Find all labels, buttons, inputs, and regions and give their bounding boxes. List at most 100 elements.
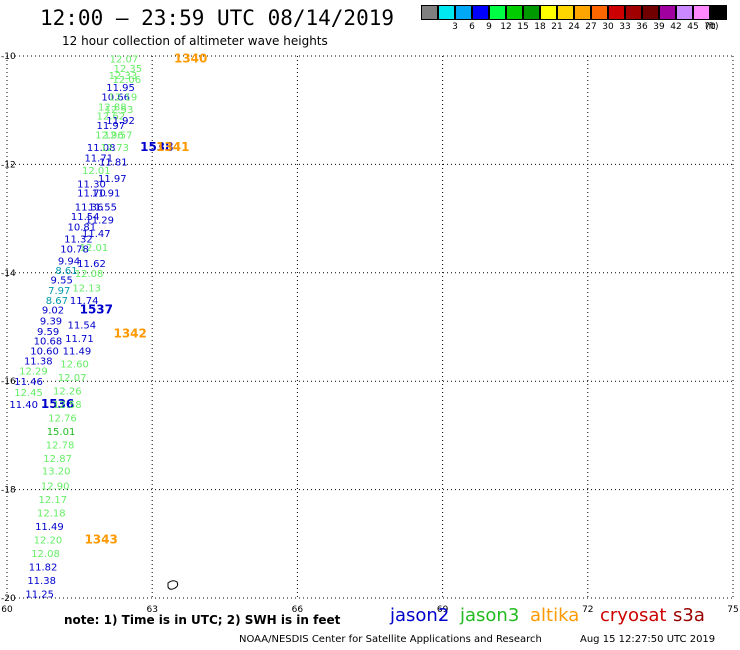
- legend-swatch: [557, 5, 574, 20]
- legend-swatch: [625, 5, 642, 20]
- wave-height-label: 11.92: [106, 116, 135, 127]
- wave-height-label: 12.08: [75, 269, 104, 280]
- legend-swatch: [540, 5, 557, 20]
- wave-height-label: 9.39: [40, 316, 62, 327]
- wave-height-label: 12.88: [98, 102, 127, 113]
- wave-height-label: 12.58: [53, 400, 82, 411]
- wave-height-label: 8.61: [55, 266, 77, 277]
- wave-height-label: 11.38: [27, 576, 56, 587]
- legend-swatch: [523, 5, 540, 20]
- wave-height-label: 12.13: [72, 283, 101, 294]
- wave-height-label: 12.62: [97, 112, 126, 123]
- legend-swatch: [642, 5, 659, 20]
- legend-swatch: [472, 5, 489, 20]
- wave-height-label: 10.60: [30, 346, 59, 357]
- wave-height-label: 11.71: [65, 334, 94, 345]
- pass-time-label: 1536: [41, 397, 74, 411]
- wave-height-label: 11.97: [98, 174, 127, 185]
- wave-height-label: 12.26: [53, 386, 82, 397]
- wave-height-label: 11.62: [77, 259, 106, 270]
- legend-swatch: [693, 5, 710, 20]
- wave-height-label: 10.68: [34, 337, 63, 348]
- wave-height-label: 12.90: [41, 481, 70, 492]
- wave-height-label: 12.29: [19, 366, 48, 377]
- legend-swatch: [455, 5, 472, 20]
- pass-time-label: 1341: [156, 140, 189, 154]
- wave-height-label: 9.02: [42, 306, 64, 317]
- legend-label: 6: [469, 22, 475, 32]
- wave-height-label: 12.60: [60, 359, 89, 370]
- wave-height-label: 11.40: [9, 400, 38, 411]
- wave-height-label: 11.91: [92, 189, 121, 200]
- legend-label: 33: [619, 22, 631, 32]
- wave-height-label: 11.71: [84, 153, 113, 164]
- y-tick-label: -16: [1, 377, 16, 387]
- sat-altika-label: altika: [530, 605, 580, 626]
- wave-height-label: 12.35: [113, 64, 142, 75]
- wave-height-label: 15.01: [47, 427, 76, 438]
- legend-label: 18: [534, 22, 546, 32]
- pass-time-label: 1343: [84, 532, 117, 546]
- wave-height-label: 12.96: [95, 131, 124, 142]
- y-tick-label: -10: [1, 52, 16, 62]
- pass-time-label: 1342: [113, 327, 146, 341]
- pass-time-label: 1538: [140, 140, 173, 154]
- footnote: note: 1) Time is in UTC; 2) SWH is in fe…: [64, 613, 341, 627]
- y-tick-label: -18: [1, 486, 16, 496]
- wave-height-label: 12.18: [37, 508, 66, 519]
- legend-swatch: [421, 5, 438, 20]
- pass-time-label: 1537: [80, 303, 113, 317]
- legend-swatch: [574, 5, 591, 20]
- wave-height-label: 9.59: [37, 327, 59, 338]
- legend-swatch: [506, 5, 523, 20]
- wave-height-label: 11.54: [68, 320, 97, 331]
- wave-height-label: 11.36: [75, 203, 104, 214]
- wave-height-label: 11.47: [82, 229, 111, 240]
- sat-cryosat-label: cryosat: [600, 605, 667, 626]
- wave-height-label: 12.01: [80, 243, 109, 254]
- y-tick-label: -14: [1, 269, 16, 279]
- wave-height-label: 12.08: [31, 549, 60, 560]
- wave-height-label: 8.67: [46, 296, 68, 307]
- wave-height-label: 11.29: [85, 216, 114, 227]
- sat-jason3-label: jason3: [460, 605, 520, 626]
- wave-height-label: 12.33: [109, 71, 138, 82]
- wave-height-label: 12.78: [46, 441, 75, 452]
- wave-height-label: 12.87: [43, 454, 72, 465]
- legend-swatch: [659, 5, 676, 20]
- map-title: 12:00 – 23:59 UTC 08/14/2019: [40, 6, 395, 30]
- wave-height-label: 12.19: [109, 93, 138, 104]
- wave-height-label: 11.49: [35, 522, 64, 533]
- x-tick-label: 69: [437, 605, 449, 615]
- legend-label: 36: [636, 22, 648, 32]
- legend-swatch: [591, 5, 608, 20]
- wave-height-label: 9.55: [51, 275, 73, 286]
- wave-height-label: 10.78: [60, 244, 89, 255]
- wave-height-label: 11.82: [29, 563, 58, 574]
- wave-height-label: 11.54: [71, 212, 100, 223]
- legend-label: 30: [602, 22, 614, 32]
- wave-height-label: 12.07: [58, 373, 87, 384]
- credit-line: NOAA/NESDIS Center for Satellite Applica…: [239, 634, 542, 645]
- wave-height-label: 11.49: [63, 346, 92, 357]
- legend-label: 9: [486, 22, 492, 32]
- y-tick-label: -20: [1, 594, 16, 604]
- x-tick-label: 66: [292, 605, 304, 615]
- wave-height-label: 11.81: [99, 158, 128, 169]
- legend-label: 45: [687, 22, 699, 32]
- x-tick-label: 63: [146, 605, 157, 615]
- wave-height-label: 12.53: [105, 105, 134, 116]
- wave-height-label: 12.57: [104, 131, 133, 142]
- wave-height-label: 7.97: [48, 286, 70, 297]
- wave-height-label: 12.45: [14, 388, 43, 399]
- island-outline: [167, 580, 179, 590]
- wave-height-label: 11.25: [25, 590, 54, 601]
- legend-label: 21: [551, 22, 563, 32]
- wave-height-label: 11.74: [70, 296, 99, 307]
- wave-height-label: 11.46: [14, 377, 43, 388]
- legend-swatch: [608, 5, 625, 20]
- legend-label: 12: [500, 22, 512, 32]
- wave-height-label: 11.32: [64, 235, 93, 246]
- map-subtitle: 12 hour collection of altimeter wave hei…: [62, 34, 328, 48]
